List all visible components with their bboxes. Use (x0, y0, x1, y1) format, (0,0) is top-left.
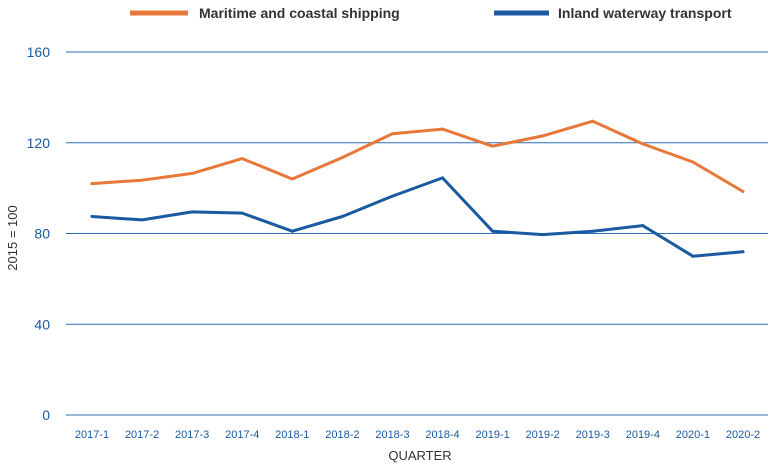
x-axis-title: QUARTER (388, 448, 451, 463)
y-tick-label: 80 (34, 226, 50, 242)
y-tick-label: 120 (27, 135, 51, 151)
data-point (541, 233, 545, 237)
x-tick-label: 2018-1 (275, 429, 309, 441)
y-tick-label: 40 (34, 316, 50, 332)
data-point (140, 218, 144, 222)
x-tick-label: 2019-1 (475, 429, 509, 441)
data-point (691, 254, 695, 258)
y-axis-ticks: 0 40 80 120 160 (27, 44, 51, 423)
x-axis-ticks: 2017-1 2017-2 2017-3 2017-4 2018-1 2018-2 2018… (75, 429, 760, 441)
data-point (441, 176, 445, 180)
legend-label-maritime: Maritime and coastal shipping (199, 5, 400, 21)
x-tick-label: 2017-2 (125, 429, 159, 441)
data-point (290, 177, 294, 181)
data-point (240, 211, 244, 215)
x-tick-label: 2017-1 (75, 429, 109, 441)
data-point (591, 229, 595, 233)
x-tick-label: 2020-1 (676, 429, 710, 441)
data-point (541, 134, 545, 138)
data-point (441, 127, 445, 131)
x-tick-label: 2017-3 (175, 429, 209, 441)
data-point (491, 229, 495, 233)
gridlines (66, 51, 768, 416)
data-point (240, 157, 244, 161)
data-point (140, 178, 144, 182)
data-point (390, 194, 394, 198)
data-point (340, 155, 344, 159)
data-point (190, 171, 194, 175)
x-tick-label: 2017-4 (225, 429, 259, 441)
series-line-inland (90, 176, 745, 258)
x-tick-label: 2018-3 (375, 429, 409, 441)
y-tick-label: 160 (27, 44, 51, 60)
data-point (491, 144, 495, 148)
series-line-maritime (90, 119, 745, 193)
data-point (741, 190, 745, 194)
y-tick-label: 0 (42, 407, 50, 423)
x-tick-label: 2020-2 (726, 429, 760, 441)
data-point (641, 142, 645, 146)
x-tick-label: 2019-3 (576, 429, 610, 441)
series-lines (90, 119, 745, 258)
data-point (390, 132, 394, 136)
x-tick-label: 2019-2 (526, 429, 560, 441)
x-tick-label: 2018-2 (325, 429, 359, 441)
data-point (290, 229, 294, 233)
data-point (691, 160, 695, 164)
x-tick-label: 2018-4 (425, 429, 459, 441)
data-point (741, 250, 745, 254)
data-point (90, 182, 94, 186)
data-point (90, 214, 94, 218)
data-point (190, 210, 194, 214)
legend: Maritime and coastal shipping Inland wat… (130, 5, 732, 21)
data-point (591, 119, 595, 123)
legend-label-inland: Inland waterway transport (558, 5, 732, 21)
y-axis-title: 2015 = 100 (5, 205, 20, 270)
x-tick-label: 2019-4 (626, 429, 660, 441)
data-point (641, 224, 645, 228)
data-point (340, 214, 344, 218)
